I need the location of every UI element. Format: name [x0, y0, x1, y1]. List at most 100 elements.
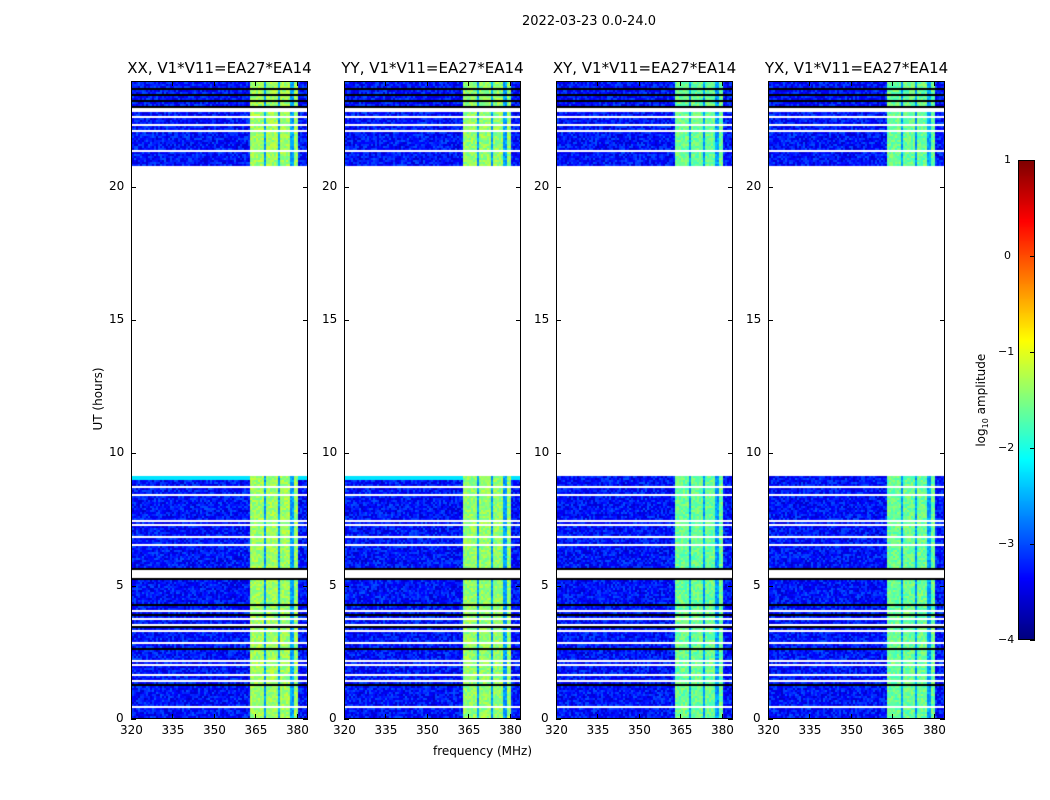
heatmap-image	[557, 82, 732, 718]
y-tick-label: 15	[534, 312, 550, 327]
y-tick	[516, 719, 521, 720]
y-tick	[940, 320, 945, 322]
heatmap-panel-2	[556, 81, 733, 719]
x-tick	[344, 714, 345, 719]
y-tick	[728, 187, 733, 189]
heatmap-panel-3	[768, 81, 945, 719]
x-tick-label: 365	[881, 723, 905, 737]
y-tick-label: 0	[541, 711, 549, 725]
y-tick-label: 5	[541, 578, 549, 593]
heatmap-image	[132, 82, 307, 718]
colorbar-tick-label: −4	[998, 633, 1015, 646]
y-tick-label: 0	[329, 711, 337, 725]
figure-title: 2022-03-23 0.0-24.0	[522, 14, 656, 29]
x-tick	[296, 81, 298, 86]
x-tick	[892, 81, 894, 86]
y-tick	[516, 320, 521, 322]
x-tick	[809, 81, 811, 86]
y-tick	[556, 453, 561, 455]
y-tick	[940, 719, 945, 720]
y-tick	[516, 187, 521, 189]
x-tick	[509, 714, 511, 719]
x-tick	[468, 81, 470, 86]
x-tick-label: 335	[798, 723, 822, 737]
colorbar-tick	[1030, 352, 1035, 353]
x-tick-label: 350	[627, 723, 651, 737]
x-tick-label: 320	[120, 723, 143, 737]
x-tick-label: 335	[374, 723, 398, 737]
y-axis-label: UT (hours)	[91, 367, 105, 431]
x-tick	[680, 81, 682, 86]
colorbar	[1018, 160, 1035, 640]
x-tick	[638, 81, 640, 86]
y-tick	[131, 719, 136, 720]
y-tick	[940, 187, 945, 189]
x-tick	[850, 714, 852, 719]
x-tick-label: 365	[669, 723, 693, 737]
panel-title: YY, V1*V11=EA27*EA14	[341, 59, 524, 77]
y-tick	[556, 187, 561, 189]
y-tick	[131, 586, 136, 588]
x-tick-label: 380	[922, 723, 946, 737]
x-tick	[933, 81, 935, 86]
x-tick-label: 380	[498, 723, 522, 737]
x-tick	[556, 81, 557, 86]
x-tick	[344, 81, 345, 86]
heatmap-panel-0	[131, 81, 308, 719]
y-tick	[768, 320, 773, 322]
y-tick-label: 15	[322, 312, 338, 327]
panel-title: YX, V1*V11=EA27*EA14	[764, 59, 949, 77]
x-tick-label: 380	[285, 723, 309, 737]
x-tick	[426, 714, 428, 719]
x-tick	[680, 714, 682, 719]
y-tick	[516, 453, 521, 455]
x-tick	[933, 714, 935, 719]
y-tick	[728, 719, 733, 720]
colorbar-tick	[1030, 256, 1035, 257]
y-tick	[768, 187, 773, 189]
panel-title: XX, V1*V11=EA27*EA14	[127, 59, 312, 77]
x-tick	[172, 714, 174, 719]
x-tick	[809, 714, 811, 719]
y-tick-label: 5	[116, 578, 124, 593]
x-tick	[768, 714, 769, 719]
x-tick	[213, 81, 215, 86]
y-tick	[728, 453, 733, 455]
colorbar-tick	[1030, 640, 1035, 641]
x-tick	[172, 81, 174, 86]
y-tick-label: 20	[322, 179, 338, 194]
y-tick-label: 10	[534, 445, 550, 460]
y-tick	[768, 586, 773, 588]
heatmap-panel-1	[344, 81, 521, 719]
y-tick-label: 10	[746, 445, 762, 460]
y-tick	[303, 453, 308, 455]
heatmap-image	[769, 82, 944, 718]
x-tick	[255, 81, 257, 86]
x-tick-label: 320	[333, 723, 356, 737]
x-tick	[385, 714, 387, 719]
y-tick	[303, 320, 308, 322]
y-tick	[728, 320, 733, 322]
y-tick	[131, 187, 136, 189]
y-tick-label: 10	[109, 445, 125, 460]
y-tick-label: 20	[746, 179, 762, 194]
heatmap-image	[345, 82, 520, 718]
colorbar-tick-label: −3	[998, 537, 1015, 550]
x-tick-label: 365	[244, 723, 268, 737]
y-tick	[768, 719, 773, 720]
colorbar-tick-label: −1	[998, 345, 1015, 358]
y-tick-label: 5	[329, 578, 337, 593]
y-tick	[344, 320, 349, 322]
y-tick-label: 15	[746, 312, 762, 327]
x-tick	[597, 81, 599, 86]
colorbar-tick	[1030, 160, 1035, 161]
x-tick	[131, 81, 132, 86]
colorbar-tick	[1030, 448, 1035, 449]
colorbar-label: log10 amplitude	[973, 353, 991, 447]
x-tick	[556, 714, 557, 719]
y-tick	[303, 586, 308, 588]
x-tick	[509, 81, 511, 86]
y-tick	[768, 453, 773, 455]
x-tick	[296, 714, 298, 719]
y-tick	[556, 586, 561, 588]
